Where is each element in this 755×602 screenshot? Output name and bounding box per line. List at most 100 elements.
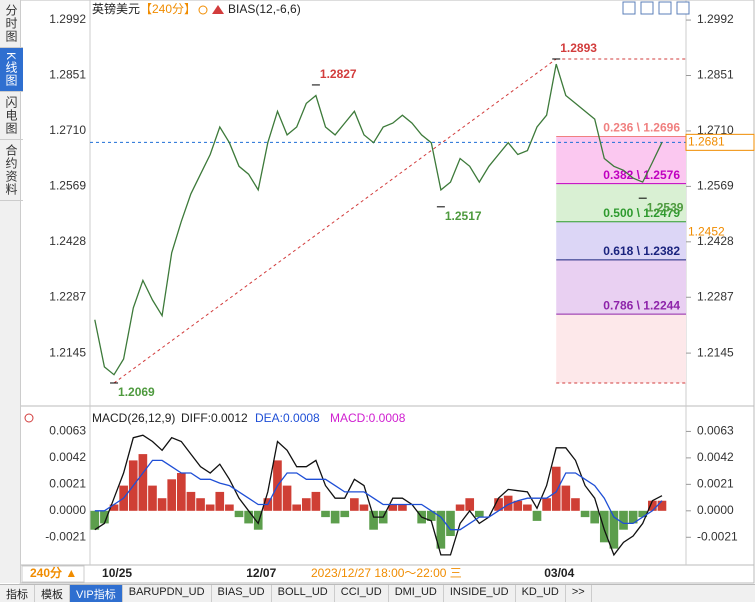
macd-bar [205,504,215,511]
extreme-label: 1.2517 [445,209,482,223]
macd-bar [90,510,100,530]
y-tick-label: 1.2569 [49,179,86,193]
x-tick-label: 12/07 [246,566,276,580]
window-icon [676,1,690,15]
window-icon [658,1,672,15]
bottom-tab[interactable]: DMI_UD [389,585,444,602]
fib-label: 0.382 \ 1.2576 [603,168,680,182]
macd-bar [474,510,484,518]
y-tick-label: 1.2428 [49,234,86,248]
bottom-tab[interactable]: >> [566,585,592,602]
macd-bar [244,510,253,524]
macd-bar [609,510,619,549]
macd-bar [311,491,321,511]
side-tabs: 分时图 K线图 闪电图 合约资料 [0,0,23,583]
macd-bar [532,510,542,521]
bottom-tab[interactable]: INSIDE_UD [444,585,516,602]
bottom-tab[interactable]: KD_UD [516,585,566,602]
macd-bar [186,491,196,511]
y-tick-label: 1.2145 [697,345,734,359]
price-line [94,63,663,376]
macd-bar [619,510,628,530]
bottom-tab[interactable]: 指标 [0,585,35,602]
y-tick-label: 1.2710 [697,123,734,137]
side-tab[interactable]: K线图 [0,48,23,93]
bottom-tab[interactable]: BARUPDN_UD [123,585,212,602]
macd-bar [301,498,311,511]
bottom-tab[interactable]: BOLL_UD [272,585,335,602]
macd-bar [350,498,359,511]
fib-label: 0.500 \ 1.2479 [603,206,680,220]
symbol-title: 英镑美元 [92,1,140,16]
bottom-tab[interactable]: 模板 [35,585,70,602]
y-tick-label: 1.2287 [49,289,86,303]
y-tick-label: -0.0021 [45,529,86,543]
macd-bar [426,510,436,521]
crosshair-time: 2023/12/27 18:00～22:00 三 [311,566,462,580]
window-icon [622,1,636,15]
macd-bar [359,504,369,511]
macd-bar [292,504,302,511]
macd-bar [282,485,292,511]
y-tick-label: 0.0000 [697,503,734,517]
x-tick-label: 03/04 [544,566,574,580]
macd-dea: DEA:0.0008 [255,411,320,425]
macd-bar [638,510,648,518]
panel-icon [24,413,34,423]
period-button[interactable] [21,565,85,583]
macd-diff: DIFF:0.0012 [181,411,248,425]
fib-band [556,183,686,222]
fib-band [556,136,686,184]
x-tick-label: 10/25 [102,566,132,580]
extreme-label: 1.2827 [320,67,357,81]
y-tick-label: 1.2710 [49,123,86,137]
y-tick-label: 1.2569 [697,179,734,193]
macd-bar [388,504,398,511]
extreme-label: 1.2069 [118,385,155,399]
macd-bar [176,473,186,511]
settings-icon [198,5,208,15]
side-tab[interactable]: 闪电图 [0,92,23,141]
alert-label: 1.2452 [688,225,725,239]
macd-bar [590,510,600,524]
fib-label: 0.786 \ 1.2244 [603,298,680,312]
macd-bar [657,500,667,511]
macd-bar [321,510,330,518]
indicator-icon [212,5,224,14]
macd-bar [571,498,580,511]
macd-bar [340,510,350,518]
macd-bar [157,498,167,511]
fib-band [556,314,686,383]
fib-label: 0.618 \ 1.2382 [603,244,680,258]
macd-bar [196,498,205,511]
y-tick-label: 0.0042 [697,450,734,464]
y-tick-label: 1.2428 [697,234,734,248]
macd-bar [215,491,225,511]
macd-bar [436,510,446,549]
side-tab[interactable]: 分时图 [0,0,23,48]
macd-bar [330,510,340,524]
indicator-label: BIAS(12,-6,6) [228,2,301,16]
macd-bar [494,498,503,511]
y-tick-label: 0.0021 [697,477,734,491]
macd-bar [109,504,119,511]
macd-bar [513,500,523,511]
macd-bar [369,510,378,530]
fib-label: 0.236 \ 1.2696 [603,121,680,135]
macd-bar [138,454,148,511]
y-tick-label: 0.0021 [49,477,86,491]
window-icon [640,1,654,15]
fib-band [556,221,686,260]
bottom-tab[interactable]: BIAS_UD [212,585,272,602]
macd-value: MACD:0.0008 [330,411,406,425]
macd-bar [148,485,157,511]
macd-bar [398,504,407,511]
bottom-tab[interactable]: CCI_UD [335,585,389,602]
y-tick-label: 1.2992 [697,12,734,26]
macd-bar [648,500,657,511]
bottom-tab[interactable]: VIP指标 [70,585,123,602]
side-tab[interactable]: 合约资料 [0,140,23,202]
macd-bar [446,510,455,537]
last-price-box [685,133,755,151]
